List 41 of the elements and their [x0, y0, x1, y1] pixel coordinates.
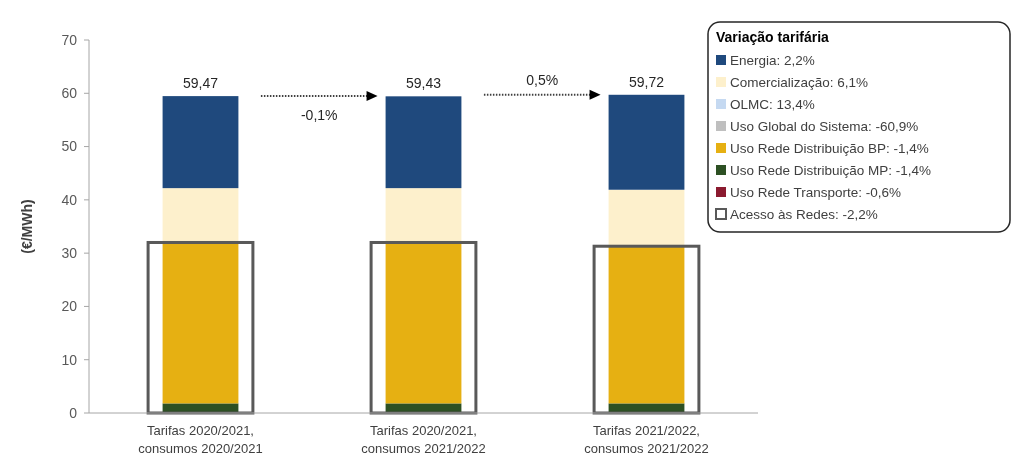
bar: [608, 189, 685, 247]
y-tick-label: 20: [61, 298, 78, 315]
y-tick-label: 60: [61, 85, 78, 102]
bar: [385, 242, 462, 404]
bar: [162, 96, 239, 189]
y-tick-label: 50: [61, 138, 78, 155]
data-label: 59,72: [628, 73, 665, 90]
bar: [385, 96, 462, 189]
legend-label: Uso Rede Distribuição MP: -1,4%: [730, 162, 932, 178]
bar: [146, 240, 255, 415]
annotation: 0,5%: [526, 71, 559, 88]
legend-label: Uso Global do Sistema: -60,9%: [730, 118, 919, 134]
legend-label: Uso Rede Distribuição BP: -1,4%: [730, 140, 929, 156]
data-label: 59,43: [405, 75, 442, 92]
y-tick-label: 0: [69, 404, 78, 421]
y-tick-label: 10: [61, 351, 78, 368]
bar: [385, 403, 462, 413]
bar: [608, 403, 685, 413]
data-label: 59,47: [182, 75, 219, 92]
legend-label: Acesso às Redes: -2,2%: [730, 206, 878, 222]
x-tick-label: Tarifas 2020/2021, consumos 2021/2022: [361, 423, 486, 456]
x-tick-label: Tarifas 2020/2021, consumos 2020/2021: [138, 423, 263, 456]
legend-label: Uso Rede Transporte: -0,6%: [730, 184, 902, 200]
y-axis-title: (€/MWh): [19, 199, 35, 254]
y-tick-label: 40: [61, 191, 78, 208]
x-tick-label: Tarifas 2021/2022, consumos 2021/2022: [584, 423, 709, 456]
bar: [162, 242, 239, 404]
legend-label: Energia: 2,2%: [730, 52, 815, 68]
bar: [608, 94, 685, 190]
bar: [162, 188, 239, 243]
legend-label: Comercialização: 6,1%: [730, 74, 869, 90]
y-tick-label: 30: [61, 245, 78, 262]
bar: [162, 403, 239, 413]
bar: [369, 240, 478, 415]
bar: [608, 246, 685, 404]
annotation: -0,1%: [300, 107, 338, 124]
legend-title: Variação tarifária: [716, 29, 830, 45]
bar: [592, 244, 701, 415]
bar: [385, 188, 462, 243]
legend-label: OLMC: 13,4%: [730, 96, 815, 112]
y-tick-label: 70: [61, 31, 78, 48]
